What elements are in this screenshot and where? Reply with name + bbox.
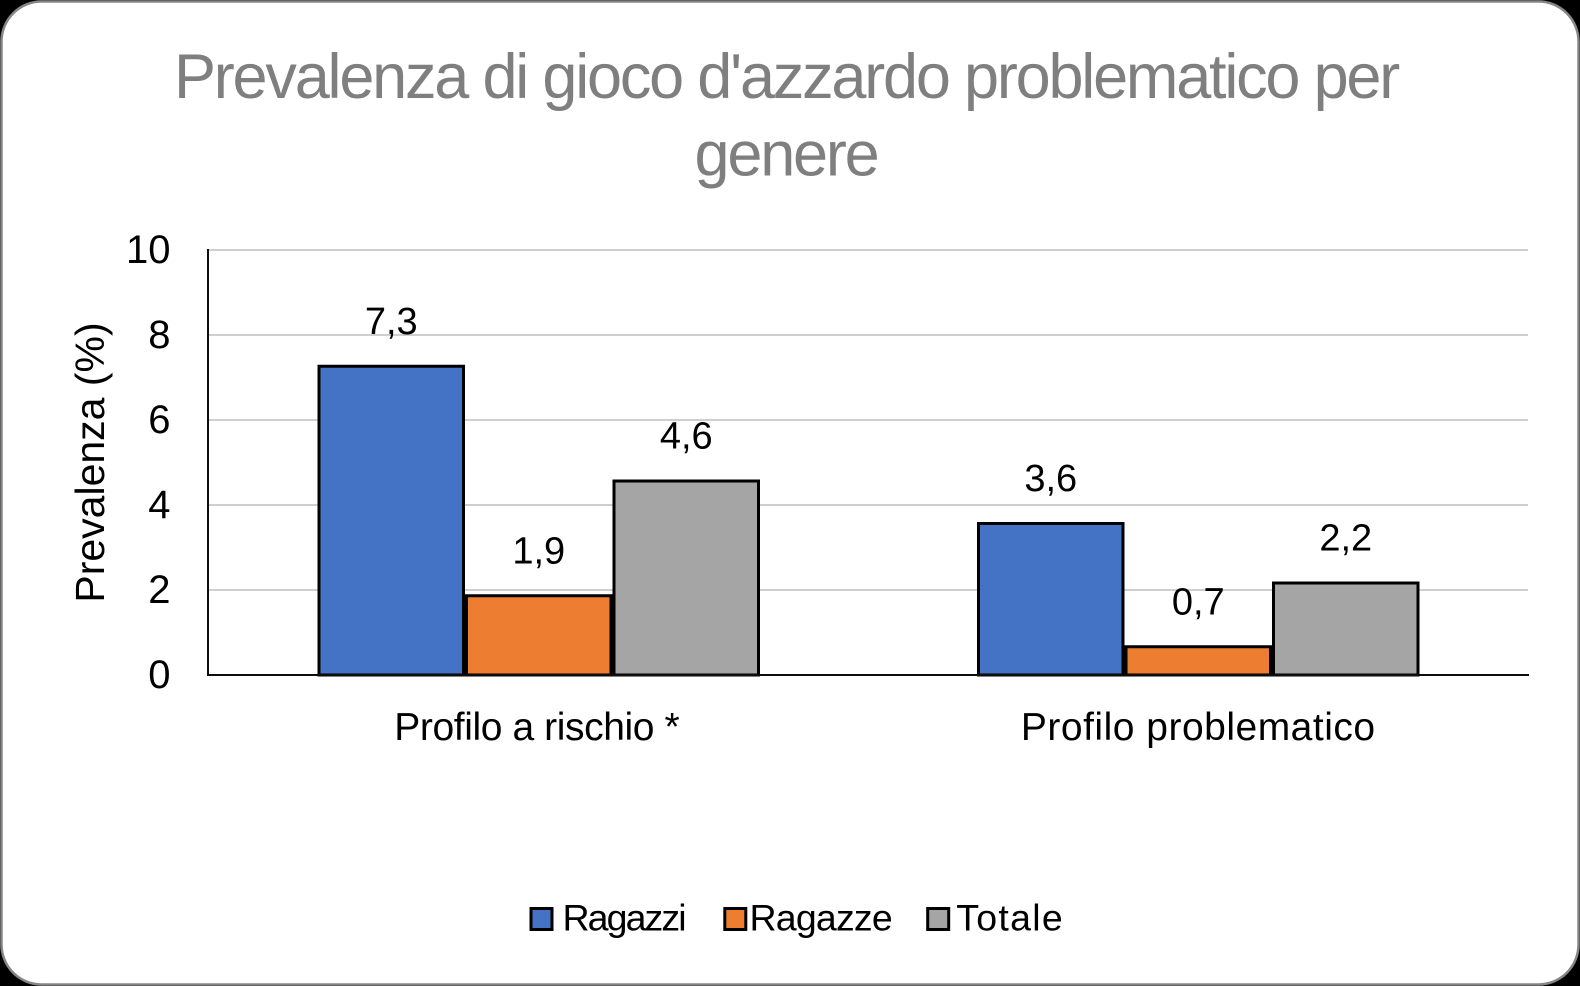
svg-text:3,6: 3,6: [1024, 458, 1077, 500]
svg-text:Ragazze: Ragazze: [750, 896, 892, 938]
svg-text:Prevalenza (%): Prevalenza (%): [67, 322, 113, 602]
svg-text:2: 2: [148, 568, 170, 612]
svg-text:Ragazzi: Ragazzi: [563, 896, 685, 938]
svg-text:Profilo a rischio *: Profilo a rischio *: [394, 706, 679, 749]
svg-text:1,9: 1,9: [512, 530, 565, 572]
svg-text:Prevalenza di gioco d'azzardo: Prevalenza di gioco d'azzardo problemati…: [174, 42, 1399, 112]
svg-text:Totale: Totale: [956, 896, 1064, 938]
svg-text:4: 4: [148, 483, 170, 527]
svg-text:Profilo problematico: Profilo problematico: [1021, 706, 1376, 749]
svg-text:10: 10: [126, 228, 171, 272]
svg-text:genere: genere: [695, 120, 878, 190]
svg-text:7,3: 7,3: [365, 301, 418, 343]
svg-text:4,6: 4,6: [660, 416, 713, 458]
svg-text:2,2: 2,2: [1319, 518, 1372, 560]
svg-text:0: 0: [148, 653, 170, 697]
svg-text:0,7: 0,7: [1172, 581, 1225, 623]
svg-text:6: 6: [148, 398, 170, 442]
svg-text:8: 8: [148, 313, 170, 357]
